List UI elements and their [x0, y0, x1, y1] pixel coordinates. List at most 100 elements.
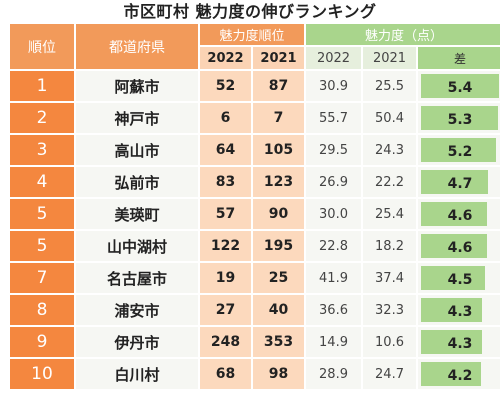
- header-score-2022: 2022: [306, 47, 362, 69]
- score-2022-cell: 30.0: [306, 199, 362, 229]
- municipality-cell: 美瑛町: [76, 199, 198, 229]
- rank-2021-cell: 87: [253, 71, 305, 101]
- rank-cell: 4: [10, 167, 74, 197]
- rank-2022-cell: 68: [200, 359, 251, 389]
- rank-2021-cell: 353: [253, 327, 305, 357]
- diff-value: 5.4: [447, 79, 473, 96]
- rank-2021-cell: 123: [253, 167, 305, 197]
- score-2022-cell: 26.9: [306, 167, 362, 197]
- table-row: 5 美瑛町 57 90 30.0 25.4 4.6: [10, 199, 500, 229]
- diff-value: 4.2: [447, 367, 473, 384]
- rank-cell: 7: [10, 263, 74, 293]
- score-2022-cell: 14.9: [306, 327, 362, 357]
- table-row: 4 弘前市 83 123 26.9 22.2 4.7: [10, 167, 500, 197]
- score-2021-cell: 24.3: [363, 135, 417, 165]
- municipality-cell: 名古屋市: [76, 263, 198, 293]
- score-2021-cell: 50.4: [363, 103, 417, 133]
- score-2021-cell: 25.5: [363, 71, 417, 101]
- diff-bar: [421, 74, 500, 98]
- header-rank-2022: 2022: [200, 47, 251, 69]
- rank-2022-cell: 57: [200, 199, 251, 229]
- municipality-cell: 白川村: [76, 359, 198, 389]
- rank-2022-cell: 83: [200, 167, 251, 197]
- table-row: 8 浦安市 27 40 36.6 32.3 4.3: [10, 295, 500, 325]
- diff-value: 5.3: [447, 111, 473, 128]
- rank-cell: 8: [10, 295, 74, 325]
- rank-2022-cell: 52: [200, 71, 251, 101]
- header-row-top: 順位 都道府県 魅力度順位 魅力度（点）: [10, 24, 500, 69]
- municipality-cell: 高山市: [76, 135, 198, 165]
- diff-value: 4.6: [447, 207, 473, 224]
- score-2022-cell: 36.6: [306, 295, 362, 325]
- score-2021-cell: 10.6: [363, 327, 417, 357]
- diff-bar: [421, 266, 486, 290]
- diff-cell: 5.3: [418, 103, 500, 133]
- diff-cell: 4.5: [418, 263, 500, 293]
- diff-bar: [421, 234, 487, 258]
- rank-2021-cell: 105: [253, 135, 305, 165]
- diff-bar: [421, 170, 489, 194]
- table-row: 9 伊丹市 248 353 14.9 10.6 4.3: [10, 327, 500, 357]
- municipality-cell: 弘前市: [76, 167, 198, 197]
- ranking-table: 順位 都道府県 魅力度順位 魅力度（点） 2022 2021 2022 2021…: [8, 22, 500, 391]
- municipality-cell: 伊丹市: [76, 327, 198, 357]
- score-2021-cell: 22.2: [363, 167, 417, 197]
- header-rank: 順位: [10, 24, 74, 69]
- header-prefecture: 都道府県: [76, 24, 198, 69]
- rank-cell: 5: [10, 199, 74, 229]
- score-2022-cell: 28.9: [306, 359, 362, 389]
- municipality-cell: 神戸市: [76, 103, 198, 133]
- municipality-cell: 阿蘇市: [76, 71, 198, 101]
- score-2021-cell: 24.7: [363, 359, 417, 389]
- diff-bar: [421, 138, 496, 162]
- rank-2021-cell: 90: [253, 199, 305, 229]
- score-2021-cell: 32.3: [363, 295, 417, 325]
- table-row: 5 山中湖村 122 195 22.8 18.2 4.6: [10, 231, 500, 261]
- diff-value: 4.5: [447, 271, 473, 288]
- table-row: 3 高山市 64 105 29.5 24.3 5.2: [10, 135, 500, 165]
- score-2021-cell: 25.4: [363, 199, 417, 229]
- header-rank-group: 魅力度順位: [200, 24, 305, 45]
- table-row: 7 名古屋市 19 25 41.9 37.4 4.5: [10, 263, 500, 293]
- diff-cell: 4.3: [418, 327, 500, 357]
- rank-2021-cell: 25: [253, 263, 305, 293]
- score-2021-cell: 18.2: [363, 231, 417, 261]
- score-2021-cell: 37.4: [363, 263, 417, 293]
- score-2022-cell: 30.9: [306, 71, 362, 101]
- table-row: 1 阿蘇市 52 87 30.9 25.5 5.4: [10, 71, 500, 101]
- diff-value: 4.7: [447, 175, 473, 192]
- diff-cell: 4.6: [418, 231, 500, 261]
- diff-bar: [421, 202, 487, 226]
- rank-2022-cell: 248: [200, 327, 251, 357]
- rank-2022-cell: 6: [200, 103, 251, 133]
- diff-value: 4.3: [447, 335, 473, 352]
- diff-cell: 5.4: [418, 71, 500, 101]
- rank-2022-cell: 64: [200, 135, 251, 165]
- score-2022-cell: 29.5: [306, 135, 362, 165]
- table-row: 2 神戸市 6 7 55.7 50.4 5.3: [10, 103, 500, 133]
- rank-cell: 5: [10, 231, 74, 261]
- header-row-sub: 2022 2021 2022 2021 差: [10, 47, 500, 69]
- diff-cell: 4.3: [418, 295, 500, 325]
- header-score-2021: 2021: [363, 47, 417, 69]
- rank-2022-cell: 19: [200, 263, 251, 293]
- rank-2022-cell: 27: [200, 295, 251, 325]
- diff-cell: 5.2: [418, 135, 500, 165]
- score-2022-cell: 41.9: [306, 263, 362, 293]
- diff-bar: [421, 106, 498, 130]
- diff-bar: [421, 298, 483, 322]
- rank-cell: 9: [10, 327, 74, 357]
- rank-cell: 3: [10, 135, 74, 165]
- diff-value: 4.3: [447, 303, 473, 320]
- header-score-group: 魅力度（点）: [306, 24, 500, 45]
- score-2022-cell: 22.8: [306, 231, 362, 261]
- diff-cell: 4.7: [418, 167, 500, 197]
- municipality-cell: 浦安市: [76, 295, 198, 325]
- rank-2021-cell: 40: [253, 295, 305, 325]
- chart-title: 市区町村 魅力度の伸びランキング: [123, 2, 377, 21]
- score-2022-cell: 55.7: [306, 103, 362, 133]
- header-diff: 差: [418, 47, 500, 69]
- municipality-cell: 山中湖村: [76, 231, 198, 261]
- diff-bar: [421, 330, 483, 354]
